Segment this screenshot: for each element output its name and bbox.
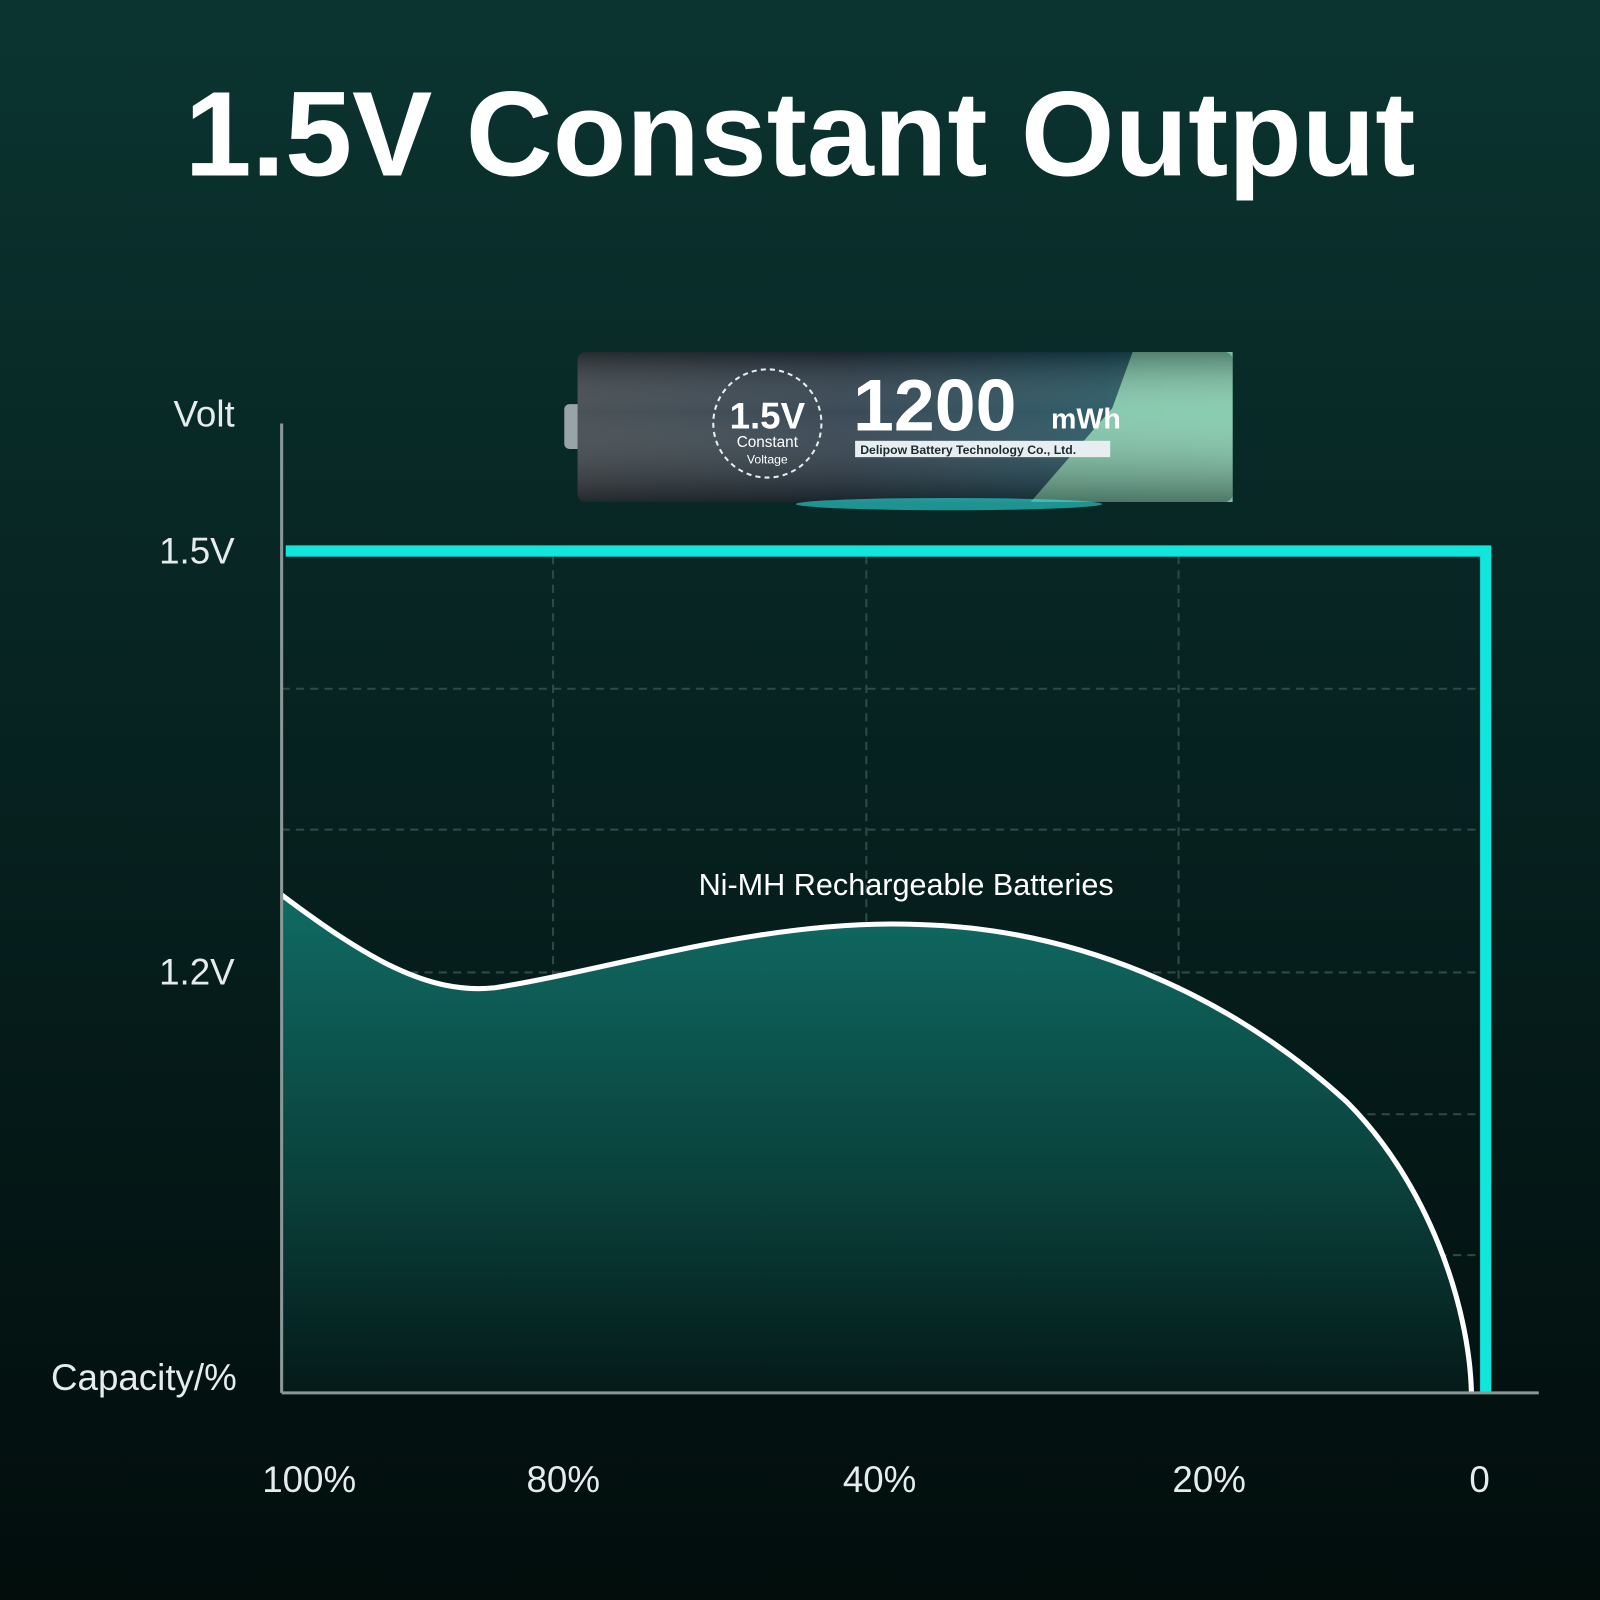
x-tick-label: 80% [527,1459,600,1500]
maker-band [855,440,1111,458]
capacity: 1200 [853,364,1016,447]
nimh-area [281,894,1472,1393]
y-tick-label: 1.2V [159,952,235,993]
x-tick-label: 0 [1469,1459,1489,1500]
maker: Delipow Battery Technology Co., Ltd. [860,443,1076,457]
battery: 1.5V Constant Voltage 1200 mWh Delipow B… [564,352,1233,511]
x-axis-label: Capacity/% [51,1357,237,1398]
battery-shade [577,352,1233,503]
constant-line [285,545,1492,1393]
x-tick-label: 20% [1172,1459,1246,1500]
capacity-unit: mWh [1051,404,1121,436]
y-axis-label: Volt [173,394,234,435]
badge-line1: Constant [737,434,799,451]
title: 1.5V Constant Output [185,67,1416,202]
battery-glow [795,497,1103,511]
badge-line2: Voltage [747,452,788,466]
x-tick-label: 100% [262,1459,356,1500]
badge [712,368,823,479]
nimh-curve [280,892,1474,1393]
badge-voltage: 1.5V [730,396,806,437]
curve-label: Ni-MH Rechargeable Batteries [699,868,1114,902]
y-tick-label: 1.5V [159,530,235,571]
x-tick-label: 40% [843,1459,917,1500]
